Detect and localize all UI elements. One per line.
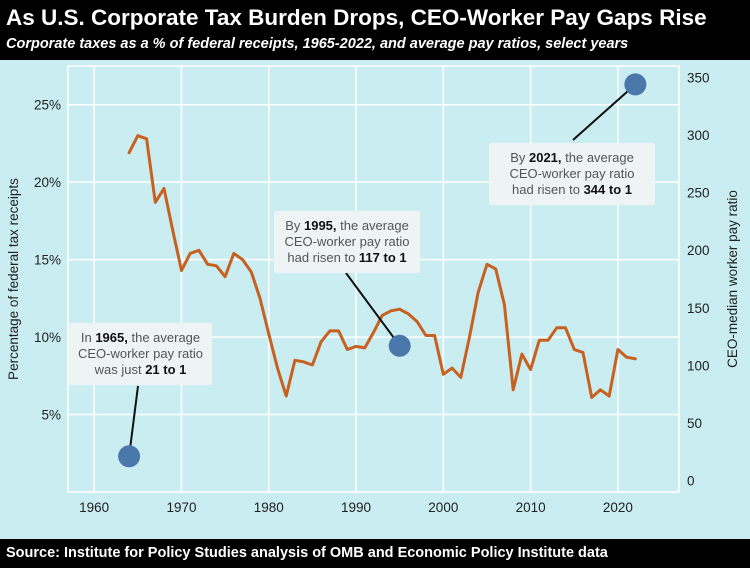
y2-tick-label: 0 xyxy=(687,473,695,488)
y2-tick-label: 250 xyxy=(687,186,710,201)
pay-ratio-point xyxy=(624,73,647,96)
chart-subtitle: Corporate taxes as a % of federal receip… xyxy=(6,36,629,52)
x-tick-label: 1990 xyxy=(341,500,371,515)
x-tick-label: 1970 xyxy=(166,500,196,515)
callout-ratio: 21 to 1 xyxy=(145,362,187,377)
y-tick-label: 10% xyxy=(34,330,61,345)
x-tick-label: 2010 xyxy=(516,500,546,515)
y-tick-label: 25% xyxy=(34,98,61,113)
x-tick-label: 2020 xyxy=(603,500,633,515)
y-tick-label: 15% xyxy=(34,253,61,268)
footer: Source: Institute for Policy Studies ana… xyxy=(0,539,750,568)
callout-leader-line xyxy=(345,272,401,347)
y-tick-label: 5% xyxy=(41,408,61,423)
tax-share-line xyxy=(127,134,637,399)
pay-ratio-point xyxy=(118,445,141,468)
chart-title: As U.S. Corporate Tax Burden Drops, CEO-… xyxy=(6,5,707,30)
y2-tick-label: 350 xyxy=(687,71,710,86)
callout-ratio: 117 to 1 xyxy=(358,250,407,265)
plot-frame xyxy=(67,65,680,493)
header: As U.S. Corporate Tax Burden Drops, CEO-… xyxy=(0,0,750,60)
callout-year: 1995, xyxy=(303,218,337,233)
y2-tick-label: 150 xyxy=(687,301,710,316)
pay-ratio-point xyxy=(388,334,411,357)
y2-tick-label: 50 xyxy=(687,416,702,431)
callout-2021: By 2021, the average CEO-worker pay rati… xyxy=(489,143,655,205)
callout-year: 2021, xyxy=(528,150,562,165)
y-tick-label: 20% xyxy=(34,175,61,190)
y2-tick-label: 300 xyxy=(687,128,710,143)
y2-axis-label: CEO-median worker pay ratio xyxy=(725,190,740,368)
callout-1965: In 1965, the average CEO-worker pay rati… xyxy=(69,323,212,385)
y2-tick-label: 200 xyxy=(687,243,710,258)
source-note: Source: Institute for Policy Studies ana… xyxy=(6,545,608,561)
x-tick-label: 1960 xyxy=(79,500,109,515)
y-axis-label: Percentage of federal tax receipts xyxy=(6,178,21,380)
x-tick-label: 2000 xyxy=(428,500,458,515)
callout-year: 1965, xyxy=(95,330,128,345)
y2-tick-label: 100 xyxy=(687,358,710,373)
callout-leader-line xyxy=(128,385,139,457)
callout-leader-line xyxy=(572,83,637,141)
x-tick-label: 1980 xyxy=(254,500,284,515)
callout-1995: By 1995, the average CEO-worker pay rati… xyxy=(274,211,420,273)
callout-ratio: 344 to 1 xyxy=(583,182,632,197)
